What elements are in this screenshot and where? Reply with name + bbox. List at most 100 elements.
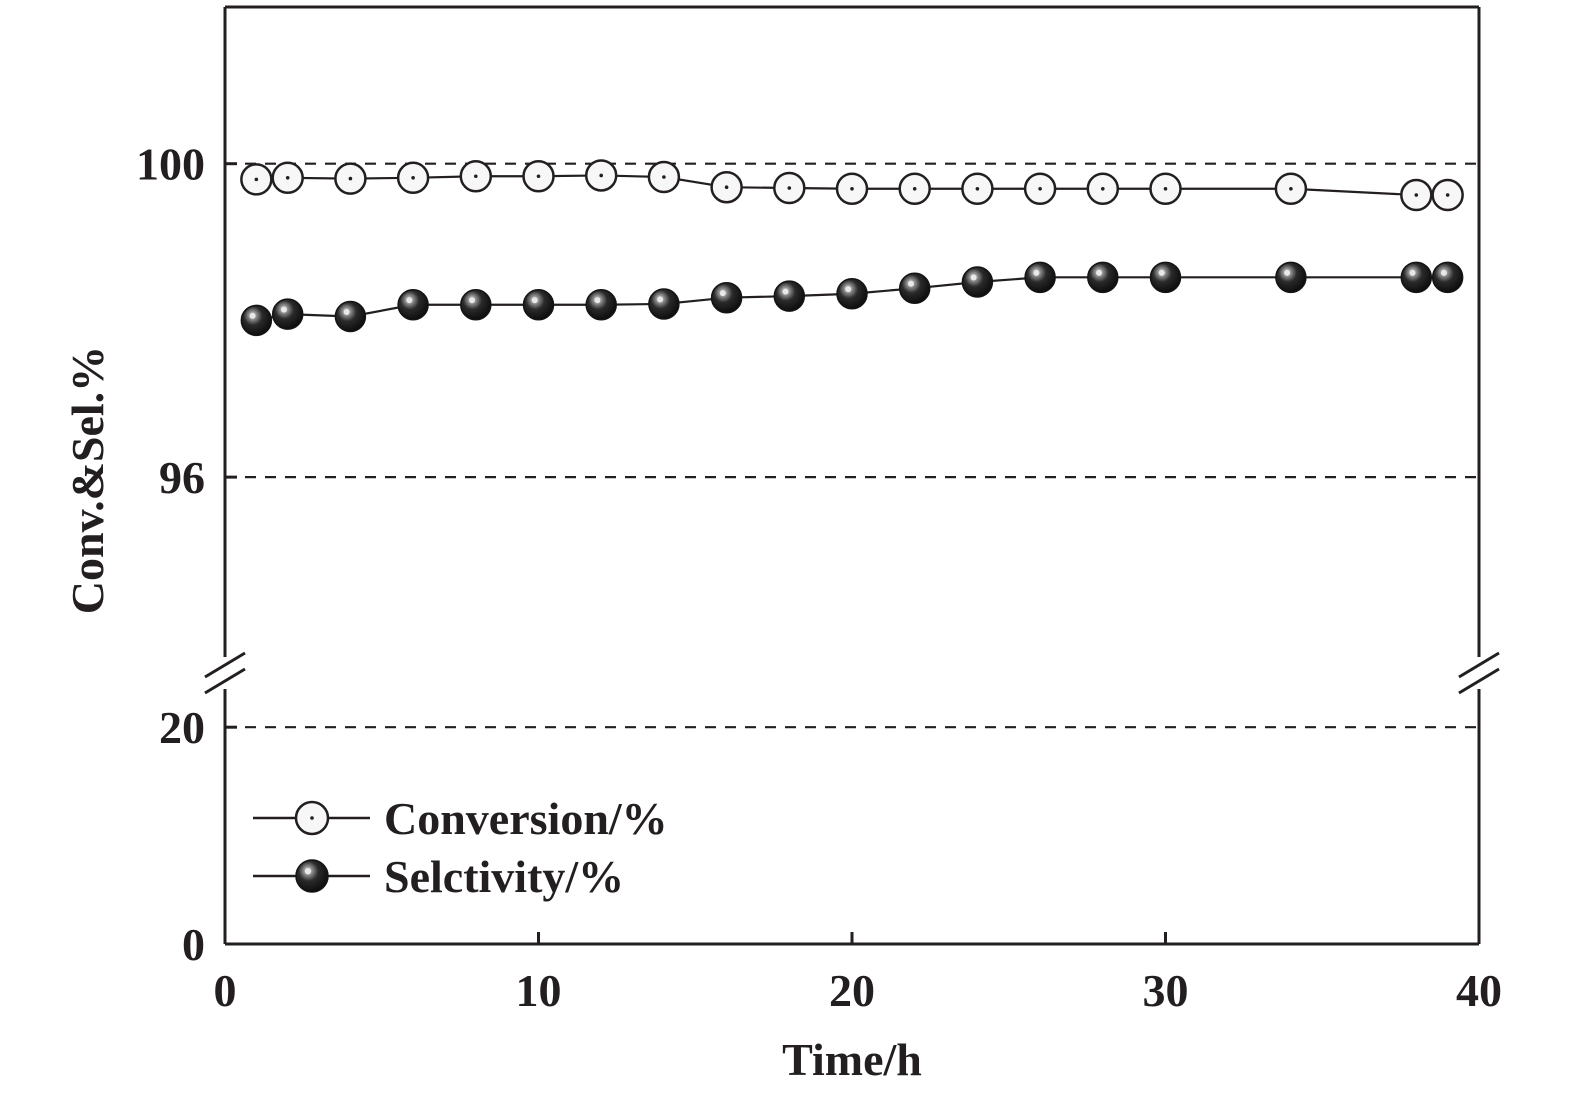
conversion-point-24 [961, 172, 994, 206]
selectivity-point-6-highlight [406, 297, 413, 304]
legend-marker-1-highlight [304, 868, 312, 875]
conversion-point-39 [1431, 178, 1464, 212]
conversion-point-38-dot [1414, 193, 1419, 197]
selectivity-point-12-body [585, 288, 617, 321]
x-tick-label-0: 0 [214, 965, 237, 1016]
selectivity-point-1-highlight [249, 312, 256, 319]
selectivity-point-10 [522, 288, 555, 321]
legend-marker-1 [295, 859, 329, 893]
conversion-point-16-dot [724, 185, 729, 190]
conversion-point-2 [271, 161, 304, 195]
x-tick-label-40: 40 [1456, 965, 1502, 1016]
conversion-point-1-dot [254, 177, 259, 182]
selectivity-point-39-highlight [1440, 269, 1447, 276]
selectivity-point-39-body [1431, 261, 1464, 294]
series-layer [240, 159, 1464, 337]
conversion-point-4-dot [348, 176, 353, 181]
conversion-point-20-dot [850, 186, 854, 191]
selectivity-point-26-highlight [1033, 269, 1040, 276]
conversion-point-14-dot [662, 175, 666, 179]
selectivity-point-6-body [397, 288, 429, 321]
selectivity-point-24 [961, 266, 994, 298]
conversion-point-16 [710, 170, 743, 204]
selectivity-point-20-highlight [845, 286, 852, 293]
selectivity-point-20-body [836, 278, 868, 310]
y-axis-title: Conv.&Sel.% [62, 346, 113, 614]
y-tick-label-20: 20 [159, 702, 205, 753]
conversion-point-26 [1023, 172, 1057, 206]
selectivity-point-18 [773, 280, 806, 312]
x-tick-label-10: 10 [516, 965, 562, 1016]
selectivity-point-34 [1275, 261, 1307, 294]
conversion-point-2-dot [285, 176, 290, 180]
selectivity-point-28-highlight [1096, 269, 1103, 276]
legend-marker-0-dot [310, 816, 314, 820]
selectivity-point-2-body [271, 298, 304, 330]
conversion-point-24-dot [975, 186, 980, 191]
selectivity-point-4-highlight [343, 308, 350, 315]
y-tick-label-96: 96 [159, 452, 205, 503]
legend-marker-1-body [295, 859, 329, 893]
selectivity-point-18-body [773, 280, 806, 312]
selectivity-point-10-highlight [531, 297, 538, 304]
axis-break-mark-right-1 [1458, 651, 1500, 679]
gridlines [225, 162, 1479, 729]
selectivity-point-8-body [460, 288, 492, 321]
conversion-point-28 [1086, 172, 1120, 206]
selectivity-point-28-body [1087, 261, 1119, 294]
series-selectivity [240, 261, 1464, 337]
conversion-point-18 [773, 171, 806, 205]
selectivity-point-34-highlight [1284, 269, 1291, 276]
conversion-point-10-dot [536, 174, 541, 179]
conversion-point-26-dot [1038, 186, 1042, 191]
x-tick-label-20: 20 [829, 965, 875, 1016]
conversion-point-6-dot [411, 176, 415, 180]
conversion-point-39-dot [1445, 193, 1450, 197]
axis-break-mark-left-1 [204, 651, 246, 679]
legend-item-selectivity: Selctivity/% [253, 851, 624, 902]
selectivity-point-38-highlight [1409, 269, 1416, 276]
selectivity-point-10-body [522, 288, 555, 321]
conversion-point-34 [1274, 172, 1308, 206]
selectivity-point-12 [585, 288, 617, 321]
conversion-point-12-dot [599, 173, 603, 178]
selectivity-point-38 [1400, 261, 1433, 294]
axis-break-mark-left-2 [204, 667, 246, 695]
x-axis-title: Time/h [782, 1034, 922, 1085]
selectivity-point-2-highlight [280, 306, 287, 313]
selectivity-point-20 [836, 278, 868, 310]
selectivity-point-4 [334, 300, 367, 333]
selectivity-point-1 [240, 304, 273, 337]
selectivity-point-16 [710, 281, 743, 314]
selectivity-point-34-body [1275, 261, 1307, 294]
conversion-point-30-dot [1163, 186, 1168, 191]
selectivity-point-14 [648, 288, 680, 320]
legend-label-1: Selctivity/% [384, 851, 624, 902]
selectivity-point-14-highlight [657, 296, 664, 303]
selectivity-point-30-highlight [1158, 269, 1165, 276]
selectivity-point-26-body [1024, 261, 1056, 294]
conversion-point-34-dot [1289, 186, 1293, 191]
selectivity-point-39 [1431, 261, 1464, 294]
legend: Conversion/% Selctivity/% [253, 793, 668, 902]
conversion-point-28-dot [1101, 186, 1105, 191]
y-tick-label-100: 100 [136, 139, 205, 190]
conversion-point-22 [898, 172, 931, 206]
selectivity-point-4-body [334, 300, 367, 333]
selectivity-point-38-body [1400, 261, 1433, 294]
selectivity-point-22-body [898, 272, 931, 305]
x-tick-label-30: 30 [1143, 965, 1189, 1016]
selectivity-point-24-highlight [970, 274, 977, 281]
selectivity-point-30-body [1149, 261, 1182, 294]
legend-item-conversion: Conversion/% [253, 793, 668, 844]
selectivity-point-18-highlight [782, 288, 789, 295]
conversion-point-8 [459, 159, 493, 193]
selectivity-point-22 [898, 272, 931, 305]
conversion-point-8-dot [474, 174, 478, 179]
selectivity-point-14-body [648, 288, 680, 320]
conversion-point-10 [522, 159, 555, 193]
selectivity-point-26 [1024, 261, 1056, 294]
selectivity-point-22-highlight [907, 280, 914, 287]
series-conversion [240, 159, 1464, 212]
